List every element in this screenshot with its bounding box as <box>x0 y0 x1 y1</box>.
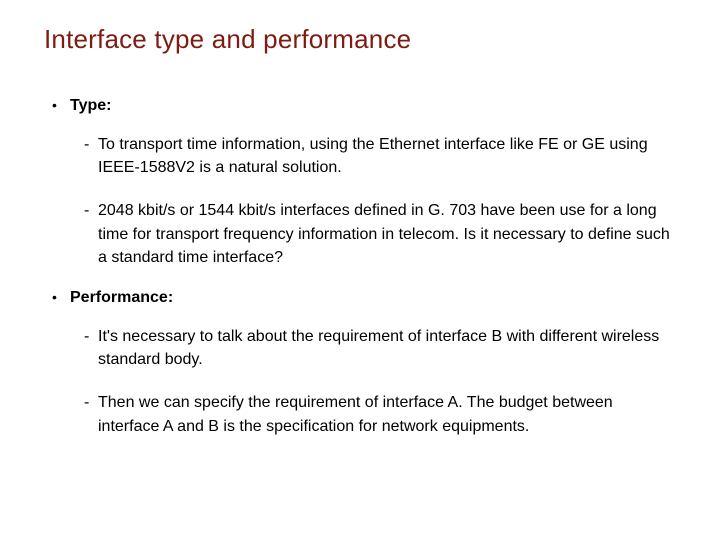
sub-bullet: It's necessary to talk about the require… <box>98 325 680 371</box>
sub-bullet: Then we can specify the requirement of i… <box>98 391 680 437</box>
bullet-type: Type: To transport time information, usi… <box>70 97 680 269</box>
sub-bullet: 2048 kbit/s or 1544 kbit/s interfaces de… <box>98 199 680 269</box>
sub-bullet: To transport time information, using the… <box>98 133 680 179</box>
bullet-performance: Performance: It's necessary to talk abou… <box>70 289 680 438</box>
sub-list: It's necessary to talk about the require… <box>70 325 680 438</box>
slide-title: Interface type and performance <box>44 24 680 55</box>
bullet-label: Performance: <box>70 289 173 306</box>
slide: Interface type and performance Type: To … <box>0 0 720 540</box>
bullet-list: Type: To transport time information, usi… <box>44 97 680 438</box>
sub-list: To transport time information, using the… <box>70 133 680 269</box>
bullet-label: Type: <box>70 97 111 114</box>
